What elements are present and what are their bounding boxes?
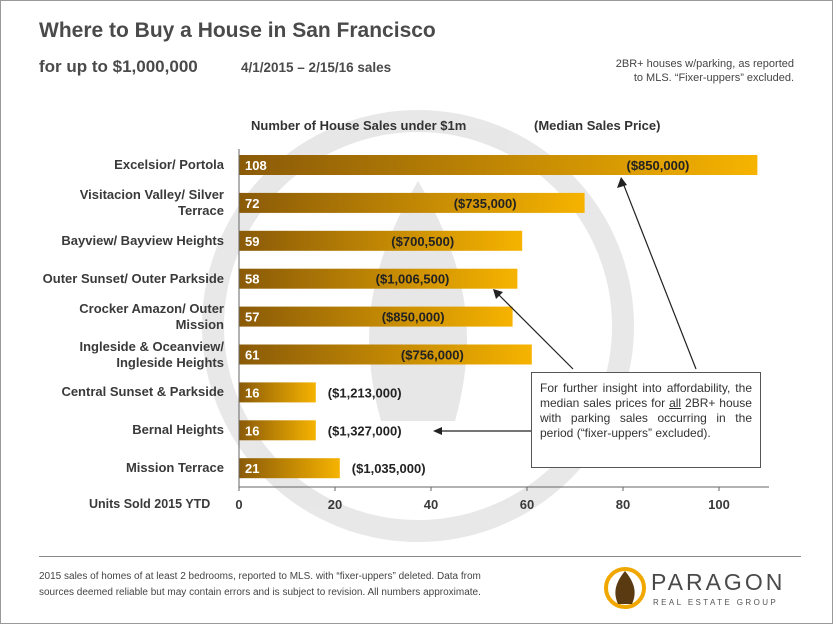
category-label-line: Mission xyxy=(175,316,224,332)
series-header: Number of House Sales under $1m xyxy=(251,118,467,133)
category-label-line: Mission Terrace xyxy=(125,460,224,476)
bar-value-label: 59 xyxy=(245,234,259,249)
bar xyxy=(239,382,316,403)
x-tick-label: 0 xyxy=(235,497,242,512)
callout-text-underlined: all xyxy=(669,396,682,410)
category-label-line: Ingleside Heights xyxy=(116,354,224,370)
x-tick-label: 60 xyxy=(520,497,534,512)
criteria-note-line: to MLS. “Fixer-uppers” excluded. xyxy=(633,72,794,84)
bar-value-label: 21 xyxy=(245,461,259,476)
bar-value-label: 58 xyxy=(245,272,259,287)
callout-arrows xyxy=(433,177,697,435)
x-axis: 0 20 40 60 80 100 xyxy=(235,149,769,512)
category-label-line: Outer Sunset/ Outer Parkside xyxy=(42,270,224,286)
category-label-line: Ingleside & Oceanview/ xyxy=(79,338,225,354)
bar-value-label: 61 xyxy=(245,348,259,363)
category-label: Central Sunset & Parkside xyxy=(24,384,224,400)
category-label: Bayview/ Bayview Heights xyxy=(24,233,224,249)
category-label-line: Bernal Heights xyxy=(132,422,224,438)
category-label: Crocker Amazon/ Outer Mission xyxy=(24,301,224,333)
category-label: Ingleside & Oceanview/Ingleside Heights xyxy=(24,338,225,371)
bars-layer: 108 ($850,000) 72 ($735,000) 59 ($700,500) 58 (… xyxy=(239,155,758,479)
callout-text: For further insight into affordability, … xyxy=(540,381,752,410)
bar xyxy=(239,420,316,441)
category-label-line: Crocker Amazon/ Outer xyxy=(79,300,224,316)
x-tick-label: 20 xyxy=(328,497,342,512)
chart-title: Where to Buy a House in San Francisco xyxy=(39,19,436,42)
affordability-callout: For further insight into affordability, … xyxy=(531,372,761,468)
bar xyxy=(239,230,523,251)
arrowhead-excelsior xyxy=(617,177,627,188)
x-tick-label: 80 xyxy=(616,497,630,512)
median-price-label: ($1,213,000) xyxy=(328,385,402,400)
median-price-label: ($1,035,000) xyxy=(352,461,426,476)
x-tick-label: 100 xyxy=(708,497,730,512)
median-price-label: ($1,327,000) xyxy=(328,423,402,438)
category-label: Bernal Heights xyxy=(24,422,224,438)
footer-divider xyxy=(39,556,801,557)
logo-tagline: REAL ESTATE GROUP xyxy=(653,598,779,607)
bar xyxy=(239,458,340,479)
criteria-note-line: 2BR+ houses w/parking, as reported xyxy=(615,58,794,70)
footer-line: 2015 sales of homes of at least 2 bedroo… xyxy=(39,571,481,582)
bar xyxy=(239,155,758,175)
category-label-line: Central Sunset & Parkside xyxy=(61,384,224,400)
arrow-to-outer-sunset xyxy=(496,292,574,370)
category-label: Excelsior/ Portola xyxy=(24,157,224,173)
arrow-to-excelsior xyxy=(622,182,697,370)
category-label-line: Visitacion Valley/ Silver xyxy=(79,186,224,202)
bar-value-label: 57 xyxy=(245,310,259,325)
bar-value-label: 108 xyxy=(245,158,267,173)
logo-wordmark: PARAGON xyxy=(651,569,786,595)
median-price-label: ($756,000) xyxy=(401,348,464,363)
bar xyxy=(239,306,513,327)
price-header: (Median Sales Price) xyxy=(534,118,661,133)
category-label: Visitacion Valley/ Silver Terrace xyxy=(24,187,224,219)
median-price-label: ($735,000) xyxy=(454,196,517,211)
median-price-label: ($700,500) xyxy=(391,234,454,249)
date-range: 4/1/2015 – 2/15/16 sales xyxy=(241,60,392,75)
median-price-label: ($850,000) xyxy=(627,158,690,173)
footer-disclaimer: 2015 sales of homes of at least 2 bedroo… xyxy=(39,569,559,601)
category-label-line: Excelsior/ Portola xyxy=(114,157,224,172)
chart-subtitle: for up to $1,000,000 xyxy=(39,57,198,76)
criteria-notes: 2BR+ houses w/parking, as reported to ML… xyxy=(544,57,794,85)
bar-value-label: 72 xyxy=(245,196,259,211)
arrowhead-bernal xyxy=(433,427,442,435)
category-label-line: Terrace xyxy=(177,202,224,218)
bar xyxy=(239,268,518,289)
bar xyxy=(239,344,532,365)
arrowhead-outer-sunset xyxy=(493,289,503,299)
x-axis-label: Units Sold 2015 YTD xyxy=(89,497,211,511)
bar-value-label: 16 xyxy=(245,423,259,438)
category-label: Outer Sunset/ Outer Parkside xyxy=(24,271,224,287)
bar xyxy=(239,192,585,213)
bar-value-label: 16 xyxy=(245,385,259,400)
footer-line: sources deemed reliable but may contain … xyxy=(39,587,481,598)
callout-text: 2BR+ house with parking sales occurring … xyxy=(540,396,752,440)
category-label-line: Bayview/ Bayview Heights xyxy=(61,232,224,248)
x-tick-label: 40 xyxy=(424,497,438,512)
median-price-label: ($1,006,500) xyxy=(376,272,450,287)
category-label: Mission Terrace xyxy=(24,460,224,476)
median-price-label: ($850,000) xyxy=(382,310,445,325)
